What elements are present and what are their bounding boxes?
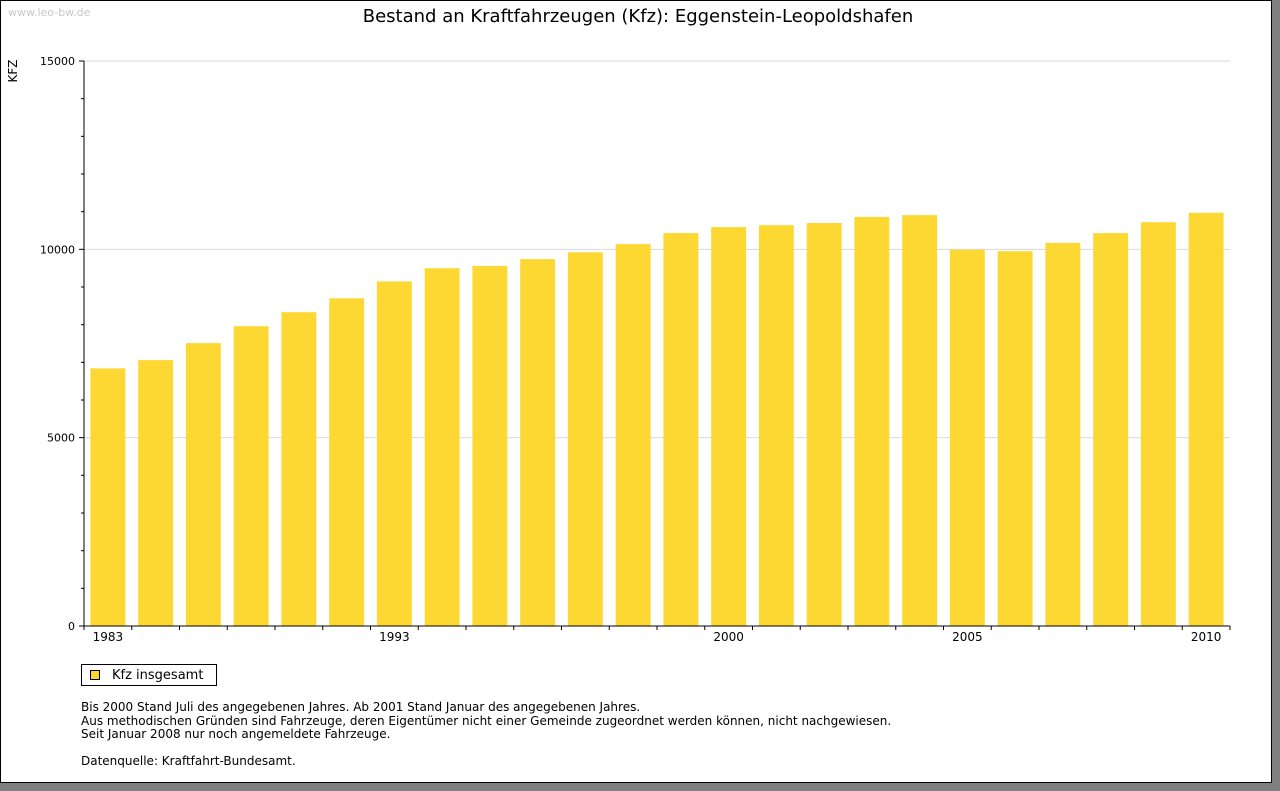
y-tick-label: 0 bbox=[68, 620, 75, 633]
bar bbox=[902, 215, 938, 626]
x-tick-label: 2010 bbox=[1191, 630, 1222, 644]
legend: Kfz insgesamt bbox=[81, 664, 217, 686]
bar bbox=[806, 223, 842, 626]
bar bbox=[663, 233, 699, 626]
bar bbox=[1093, 233, 1129, 626]
data-source: Datenquelle: Kraftfahrt-Bundesamt. bbox=[81, 753, 296, 768]
x-tick-label: 2000 bbox=[713, 630, 744, 644]
legend-label: Kfz insgesamt bbox=[112, 667, 204, 683]
x-tick-label: 1993 bbox=[379, 630, 410, 644]
bar bbox=[758, 225, 794, 626]
bar bbox=[711, 227, 747, 626]
x-tick-label: 2005 bbox=[952, 630, 983, 644]
y-tick-label: 15000 bbox=[40, 55, 75, 68]
y-tick-label: 5000 bbox=[47, 432, 75, 445]
y-axis-label: KFZ bbox=[6, 60, 20, 83]
footnotes: Bis 2000 Stand Juli des angegebenen Jahr… bbox=[81, 700, 892, 768]
watermark: www.leo-bw.de bbox=[8, 6, 91, 19]
bar bbox=[233, 326, 269, 626]
bar bbox=[520, 259, 556, 626]
bar bbox=[185, 343, 221, 626]
bar-chart: Bestand an Kraftfahrzeugen (Kfz): Eggens… bbox=[6, 6, 1231, 644]
bar bbox=[1140, 222, 1176, 626]
footnote-3: Seit Januar 2008 nur noch angemeldete Fa… bbox=[81, 727, 391, 741]
bar bbox=[376, 281, 412, 626]
chart-title: Bestand an Kraftfahrzeugen (Kfz): Eggens… bbox=[363, 6, 914, 27]
bar bbox=[472, 265, 508, 626]
bar bbox=[854, 216, 890, 626]
bar bbox=[567, 252, 603, 627]
bar bbox=[424, 268, 460, 626]
legend-swatch bbox=[90, 670, 100, 680]
bar bbox=[997, 251, 1033, 626]
bar bbox=[1188, 212, 1224, 627]
bar bbox=[615, 244, 651, 626]
footnote-1: Bis 2000 Stand Juli des angegebenen Jahr… bbox=[81, 700, 641, 714]
bar bbox=[949, 249, 985, 626]
bar bbox=[281, 312, 317, 626]
y-tick-label: 10000 bbox=[40, 243, 75, 256]
x-tick-label: 1983 bbox=[93, 630, 124, 644]
bar bbox=[138, 360, 174, 626]
bar bbox=[90, 368, 126, 626]
footnote-2: Aus methodischen Gründen sind Fahrzeuge,… bbox=[81, 713, 892, 728]
bar bbox=[329, 298, 365, 626]
bar bbox=[1045, 242, 1081, 626]
